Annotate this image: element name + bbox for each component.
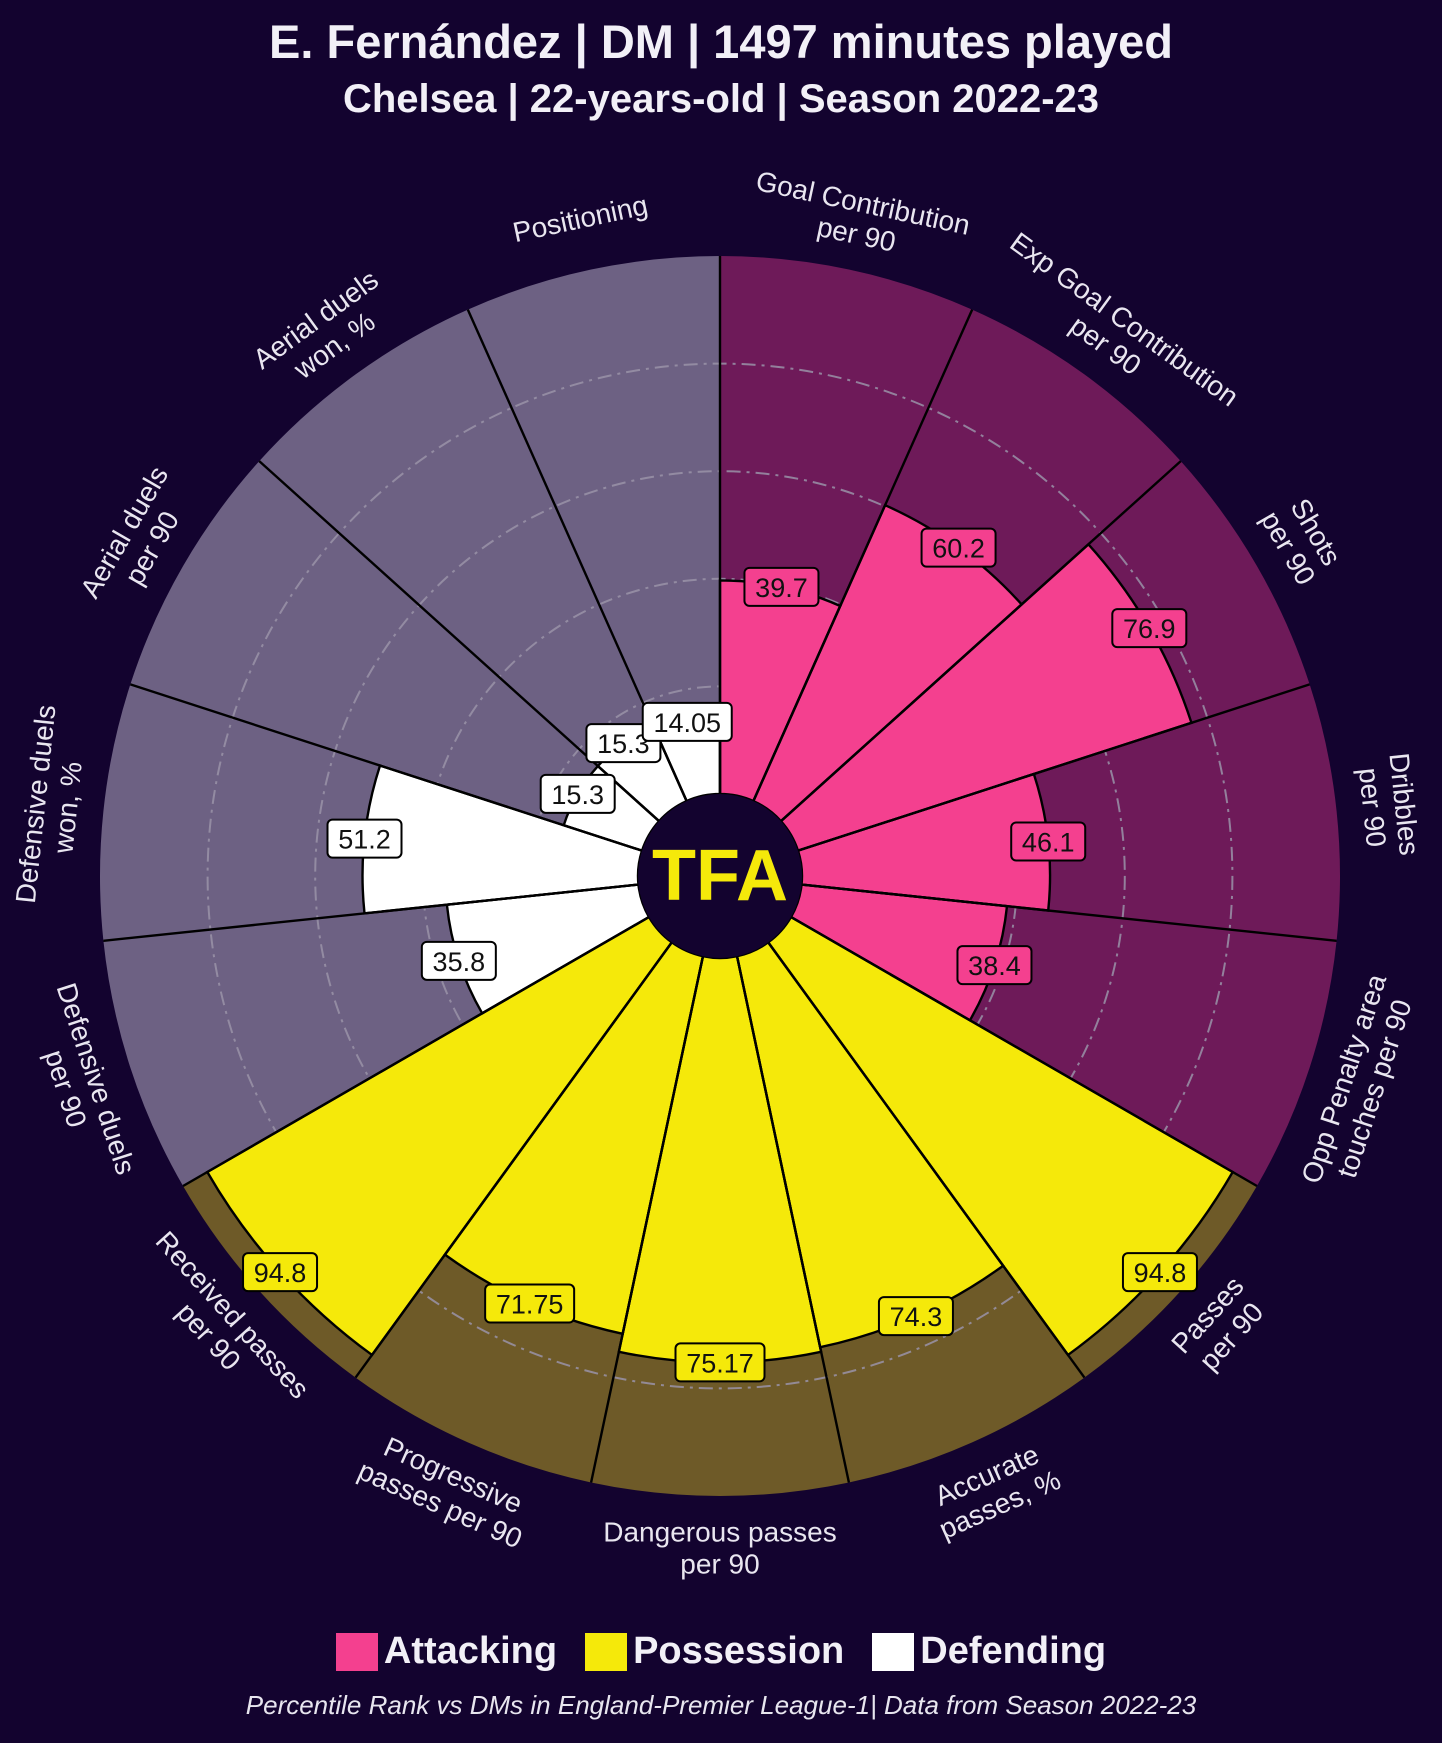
value-label-box <box>743 566 820 607</box>
value-slice <box>780 544 1192 851</box>
parameter-label: Dribblesper 90 <box>1352 751 1425 860</box>
value-label: 71.75 <box>484 1283 576 1324</box>
value-label: 94.8 <box>242 1252 319 1293</box>
parameter-label: Positioning <box>510 189 650 248</box>
chart-subtitle: Chelsea | 22-years-old | Season 2022-23 <box>342 77 1100 121</box>
value-slice <box>791 884 1008 1021</box>
background-slice <box>130 461 660 851</box>
value-label-text: 71.75 <box>496 1290 564 1320</box>
legend-label-attacking: Attacking <box>383 1630 558 1672</box>
value-label-box <box>877 1296 954 1337</box>
value-slice <box>753 505 1022 822</box>
value-slices <box>207 505 1233 1363</box>
value-label: 74.3 <box>877 1296 954 1337</box>
value-label: 35.8 <box>420 940 497 981</box>
value-label-text: 38.4 <box>968 951 1021 981</box>
value-label-text: 74.3 <box>890 1302 943 1332</box>
value-label-box <box>484 1283 576 1324</box>
parameter-label-line: Dangerous passes <box>603 1517 836 1548</box>
value-label: 76.9 <box>1111 608 1188 649</box>
parameter-label-line: per 90 <box>680 1549 759 1580</box>
value-label-text: 94.8 <box>1134 1258 1187 1288</box>
value-label-text: 15.3 <box>597 729 650 759</box>
value-label-box <box>326 818 403 859</box>
logo-text: TFA <box>652 836 788 916</box>
value-label-text: 35.8 <box>433 947 486 977</box>
legend-swatch-attacking <box>335 1632 378 1671</box>
value-label-text: 75.17 <box>686 1348 754 1378</box>
background-slice <box>259 309 687 822</box>
parameter-label: Shotsper 90 <box>1255 490 1349 590</box>
value-label-text: 60.2 <box>932 534 985 564</box>
value-slice <box>768 917 1233 1355</box>
parameter-label-line: Positioning <box>510 189 650 248</box>
background-slice <box>467 256 720 802</box>
parameter-label: Goal Contributionper 90 <box>747 165 973 272</box>
value-slice <box>797 774 1051 911</box>
value-label-text: 15.3 <box>551 780 604 810</box>
value-slice <box>362 765 643 914</box>
parameter-label: Dangerous passes per 90 <box>603 1517 836 1580</box>
value-label-box <box>420 940 497 981</box>
value-label-box <box>920 527 997 568</box>
value-slice <box>446 884 649 1014</box>
legend-swatch-defending <box>872 1632 915 1671</box>
legend-item-defending: Defending <box>872 1630 1106 1673</box>
value-label: 38.4 <box>956 945 1033 986</box>
value-label-text: 39.7 <box>755 573 808 603</box>
value-label-box <box>1010 821 1087 862</box>
logo-circle <box>638 794 802 958</box>
value-label-text: 94.8 <box>254 1258 307 1288</box>
value-label: 60.2 <box>920 527 997 568</box>
value-label: 15.3 <box>539 773 616 814</box>
value-label: 14.05 <box>641 701 733 742</box>
value-label: 94.8 <box>1121 1252 1198 1293</box>
value-slice <box>444 942 703 1334</box>
value-label-box <box>1121 1252 1198 1293</box>
value-label-text: 46.1 <box>1022 828 1075 858</box>
legend-swatch-possession <box>585 1632 628 1671</box>
value-slice <box>207 917 672 1355</box>
value-label: 51.2 <box>326 818 403 859</box>
legend-label-possession: Possession <box>633 1630 845 1672</box>
footnote: Percentile Rank vs DMs in England-Premie… <box>245 1690 1197 1720</box>
value-label-text: 76.9 <box>1123 614 1176 644</box>
value-label-box <box>539 773 616 814</box>
value-label-box <box>956 945 1033 986</box>
value-label: 39.7 <box>743 566 820 607</box>
value-label-box <box>674 1342 766 1383</box>
legend: Attacking Possession Defending <box>0 1630 1442 1673</box>
chart-title: E. Fernández | DM | 1497 minutes played <box>269 15 1173 68</box>
value-label-text: 51.2 <box>338 825 391 855</box>
value-label: 75.17 <box>674 1342 766 1383</box>
value-slice <box>737 942 1004 1348</box>
slice-separator <box>129 683 643 852</box>
legend-label-defending: Defending <box>920 1630 1107 1672</box>
legend-item-possession: Possession <box>585 1630 844 1673</box>
value-label-text: 14.05 <box>653 708 721 738</box>
value-label-box <box>1111 608 1188 649</box>
value-label-box <box>242 1252 319 1293</box>
value-labels: 39.7 60.2 76.9 46.1 38.4 94.8 74.3 75.17 71.75 94… <box>242 527 1198 1383</box>
legend-item-attacking: Attacking <box>335 1630 558 1673</box>
value-label-box <box>641 701 733 742</box>
value-slice <box>618 956 822 1363</box>
value-slice <box>720 580 841 802</box>
logo-badge: TFA <box>638 794 802 958</box>
parameter-label: Defensive duelswon, % <box>10 703 93 908</box>
value-label: 46.1 <box>1010 821 1087 862</box>
